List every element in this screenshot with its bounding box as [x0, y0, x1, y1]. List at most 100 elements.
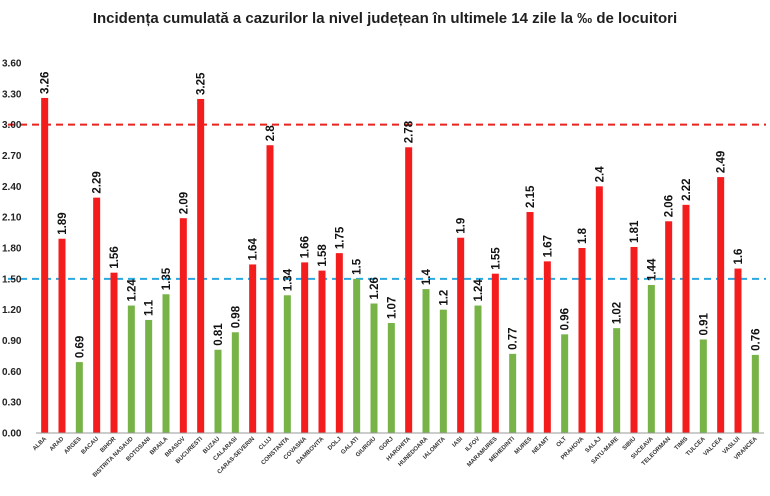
- x-tick-label: MURES: [514, 436, 534, 456]
- data-label: 2.29: [92, 171, 104, 193]
- y-tick-label: 2.10: [2, 213, 22, 224]
- data-label: 1.24: [473, 279, 485, 302]
- x-tick-label: TIMIS: [674, 436, 690, 452]
- bar: [353, 278, 361, 433]
- data-label: 1.89: [57, 212, 69, 234]
- bar: [595, 186, 603, 433]
- bar: [699, 339, 707, 433]
- bar: [457, 237, 465, 433]
- bar: [526, 212, 534, 433]
- bar: [387, 323, 395, 433]
- data-label: 1.02: [612, 302, 624, 324]
- data-label: 2.09: [178, 192, 190, 214]
- y-tick-label: 1.80: [2, 244, 22, 255]
- x-tick-label: DOLJ: [327, 436, 343, 452]
- bar: [162, 294, 170, 433]
- data-label: 2.15: [525, 185, 537, 208]
- data-label: 0.69: [74, 336, 86, 358]
- data-label: 2.22: [681, 178, 693, 200]
- data-label: 2.8: [265, 125, 277, 142]
- data-label: 1.56: [109, 246, 121, 268]
- data-label: 1.75: [334, 226, 346, 249]
- data-label: 2.49: [716, 151, 728, 173]
- data-label: 3.26: [40, 72, 52, 94]
- data-label: 1.35: [161, 267, 173, 290]
- x-tick-label: ALBA: [32, 436, 48, 452]
- bar: [110, 272, 118, 433]
- data-label: 1.9: [456, 218, 468, 234]
- bar: [283, 295, 291, 433]
- bar: [75, 362, 83, 433]
- x-tick-label: GORJ: [378, 436, 394, 452]
- data-label: 0.77: [508, 327, 520, 349]
- bar: [751, 354, 759, 433]
- bar: [422, 289, 430, 433]
- threshold-lines: [8, 123, 766, 280]
- bar: [145, 319, 153, 433]
- data-labels: 3.26 1.89 0.69 2.29 1.56 1.24 1.1 1.35 2.09 3.25 0…: [40, 72, 763, 359]
- bar: [630, 246, 638, 433]
- data-label: 1.5: [352, 258, 364, 275]
- bar: [214, 349, 222, 433]
- bar: [231, 332, 239, 433]
- bar: [197, 98, 205, 433]
- data-label: 1.24: [126, 279, 138, 302]
- chart-title: Incidența cumulată a cazurilor la nivel …: [92, 10, 678, 27]
- x-tick-label: SIBIU: [622, 436, 638, 452]
- y-axis: 0.00 0.30 0.60 0.90 1.20 1.50 1.80 2.10 2.40 2.70…: [2, 59, 22, 440]
- y-tick-label: 2.40: [2, 182, 22, 193]
- bars: [41, 97, 759, 433]
- y-tick-label: 1.20: [2, 305, 22, 316]
- bar: [318, 270, 326, 433]
- data-label: 1.4: [421, 269, 433, 286]
- x-tick-label: ARGES: [63, 436, 82, 455]
- data-label: 1.8: [577, 227, 589, 244]
- x-tick-label: CLUJ: [258, 436, 273, 451]
- y-tick-label: 2.70: [2, 151, 22, 162]
- bar: [335, 253, 343, 433]
- data-label: 0.81: [213, 323, 225, 346]
- data-label: 1.2: [438, 290, 450, 306]
- bar: [613, 328, 621, 433]
- x-tick-label: VALCEA: [703, 436, 725, 458]
- bar: [301, 262, 309, 433]
- data-label: 1.26: [369, 277, 381, 299]
- bar: [647, 285, 655, 433]
- bar: [249, 264, 257, 433]
- data-label: 1.07: [386, 297, 398, 319]
- bar: [578, 248, 586, 433]
- bar: [127, 305, 135, 433]
- y-tick-label: 0.30: [2, 398, 22, 409]
- data-label: 3.25: [196, 72, 208, 95]
- bar: [509, 353, 517, 433]
- bar: [58, 238, 66, 433]
- y-tick-label: 3.00: [2, 120, 22, 131]
- data-label: 1.66: [300, 236, 312, 258]
- bar: [474, 305, 482, 433]
- bar: [561, 334, 569, 433]
- y-tick-label: 3.30: [2, 89, 22, 100]
- x-tick-label: IASI: [452, 436, 465, 449]
- data-label: 1.64: [248, 237, 260, 260]
- data-label: 0.96: [560, 308, 572, 330]
- bar: [179, 218, 187, 433]
- data-label: 2.78: [404, 120, 416, 143]
- data-label: 1.1: [144, 299, 156, 316]
- bar: [93, 197, 101, 433]
- data-label: 0.98: [230, 305, 242, 328]
- y-tick-label: 1.50: [2, 274, 22, 285]
- data-label: 1.67: [542, 235, 554, 257]
- x-tick-label: NEAMT: [531, 436, 551, 456]
- bar: [439, 309, 447, 433]
- bar: [491, 273, 499, 433]
- data-label: 0.76: [750, 328, 762, 350]
- bar: [717, 177, 725, 433]
- bar: [665, 221, 673, 433]
- bar: [734, 268, 742, 433]
- data-label: 1.34: [282, 268, 294, 291]
- data-label: 1.81: [629, 220, 641, 243]
- data-label: 2.4: [594, 166, 606, 183]
- data-label: 0.91: [698, 312, 710, 335]
